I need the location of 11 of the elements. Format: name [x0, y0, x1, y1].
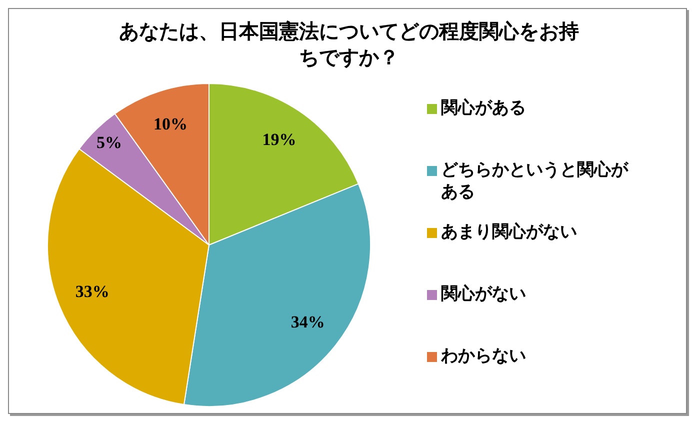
chart-title: あなたは、日本国憲法についてどの程度関心をお持ちですか？	[119, 20, 579, 71]
data-label: 33%	[75, 282, 110, 302]
data-label: 19%	[262, 130, 296, 149]
legend-label: 関心がない	[441, 283, 526, 305]
legend-label: 関心がある	[441, 97, 526, 119]
legend-label: あまり関心がない	[441, 221, 577, 243]
data-label: 10%	[153, 114, 188, 134]
data-label: 34%	[290, 312, 325, 332]
legend-label: どちらかというと関心がある	[441, 159, 630, 203]
legend-label: わからない	[441, 345, 526, 367]
data-label: 5%	[96, 133, 122, 152]
